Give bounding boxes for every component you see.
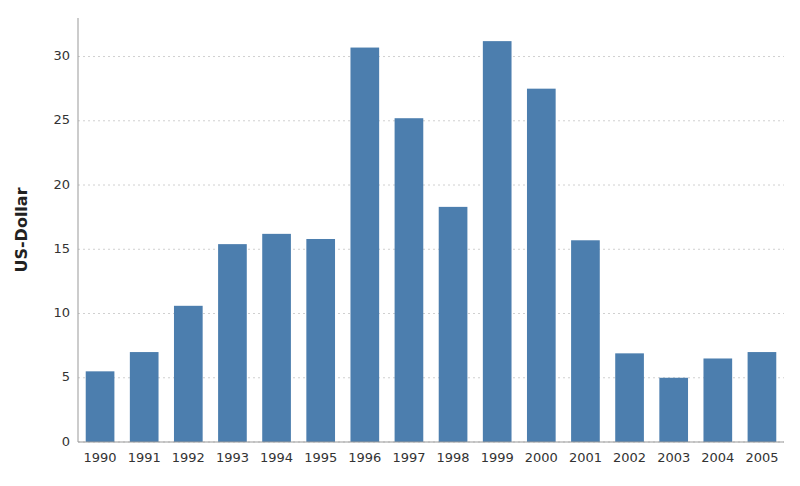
bar — [86, 371, 115, 442]
y-tick-label: 15 — [53, 241, 70, 256]
bar — [571, 240, 600, 442]
chart-container: 0 5 10 15 20 25 30 1990 1991 1992 1993 1994 1995 1996… — [0, 0, 800, 486]
y-tick-label: 5 — [62, 369, 70, 384]
bar — [748, 352, 777, 442]
grid-line — [78, 56, 784, 57]
y-tick-label: 25 — [53, 112, 70, 127]
x-tick-label: 2000 — [525, 450, 558, 465]
x-tick-label: 2004 — [701, 450, 734, 465]
x-tick-label: 1996 — [348, 450, 381, 465]
x-tick-label: 2003 — [657, 450, 690, 465]
bar — [395, 118, 424, 442]
grid-line — [78, 185, 784, 186]
y-axis-label: US-Dollar — [12, 187, 31, 272]
bar — [439, 207, 468, 442]
x-tick-label: 1991 — [128, 450, 161, 465]
x-tick-label: 1994 — [260, 450, 293, 465]
x-tick-label: 1997 — [392, 450, 425, 465]
y-axis-line — [78, 18, 79, 442]
bar — [703, 358, 732, 442]
x-ticks: 1990 1991 1992 1993 1994 1995 1996 1997 1998 1999… — [84, 450, 779, 465]
bar — [350, 48, 379, 442]
x-tick-label: 2001 — [569, 450, 602, 465]
chart-svg: 0 5 10 15 20 25 30 1990 1991 1992 1993 1994 1995 1996… — [0, 0, 800, 486]
bar — [306, 239, 335, 442]
x-axis-line — [78, 442, 784, 443]
y-tick-label: 0 — [62, 434, 70, 449]
y-tick-label: 20 — [53, 177, 70, 192]
bar — [130, 352, 159, 442]
x-tick-label: 1993 — [216, 450, 249, 465]
x-tick-label: 2002 — [613, 450, 646, 465]
bar — [218, 244, 247, 442]
grid — [78, 57, 784, 442]
bar — [483, 41, 512, 442]
grid-line — [78, 120, 784, 121]
x-tick-label: 2005 — [745, 450, 778, 465]
grid-line — [78, 249, 784, 250]
x-tick-label: 1999 — [481, 450, 514, 465]
bar — [659, 378, 688, 442]
y-tick-label: 10 — [53, 305, 70, 320]
x-tick-label: 1992 — [172, 450, 205, 465]
bars — [86, 41, 777, 442]
x-tick-label: 1990 — [84, 450, 117, 465]
y-tick-label: 30 — [53, 48, 70, 63]
bar — [262, 234, 291, 442]
x-tick-label: 1995 — [304, 450, 337, 465]
grid-line — [78, 442, 784, 443]
bar — [615, 353, 644, 442]
x-tick-label: 1998 — [437, 450, 470, 465]
y-ticks: 0 5 10 15 20 25 30 — [53, 48, 70, 448]
bar — [527, 89, 556, 442]
bar — [174, 306, 203, 442]
